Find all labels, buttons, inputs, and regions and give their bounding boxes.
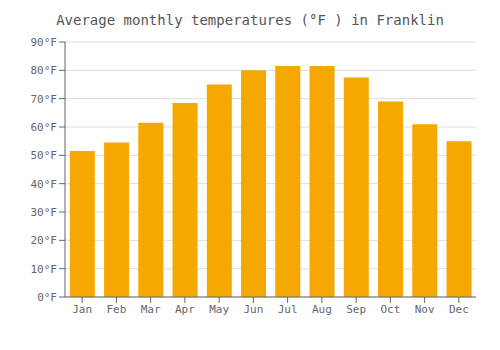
svg-text:Apr: Apr <box>175 303 195 316</box>
svg-text:70°F: 70°F <box>31 93 58 106</box>
svg-text:Jan: Jan <box>72 303 92 316</box>
html-text:Average monthly temperatures (: Average monthly temperatures (°F ) in Fr… <box>56 12 444 28</box>
svg-text:20°F: 20°F <box>31 234 58 247</box>
svg-text:Sep: Sep <box>346 303 366 316</box>
svg-text:30°F: 30°F <box>31 206 58 219</box>
svg-text:Jul: Jul <box>278 303 298 316</box>
svg-text:80°F: 80°F <box>31 64 58 77</box>
svg-text:May: May <box>209 303 229 316</box>
svg-text:Oct: Oct <box>380 303 400 316</box>
svg-text:Nov: Nov <box>415 303 435 316</box>
svg-text:60°F: 60°F <box>31 121 58 134</box>
svg-text:Dec: Dec <box>449 303 469 316</box>
svg-text:Jun: Jun <box>243 303 263 316</box>
svg-text:Aug: Aug <box>312 303 332 316</box>
svg-text:40°F: 40°F <box>31 178 58 191</box>
svg-text:90°F: 90°F <box>31 36 58 49</box>
svg-text:0°F: 0°F <box>37 291 57 304</box>
svg-text:10°F: 10°F <box>31 263 58 276</box>
svg-text:Feb: Feb <box>106 303 126 316</box>
svg-text:Mar: Mar <box>141 303 161 316</box>
svg-text:50°F: 50°F <box>31 149 58 162</box>
